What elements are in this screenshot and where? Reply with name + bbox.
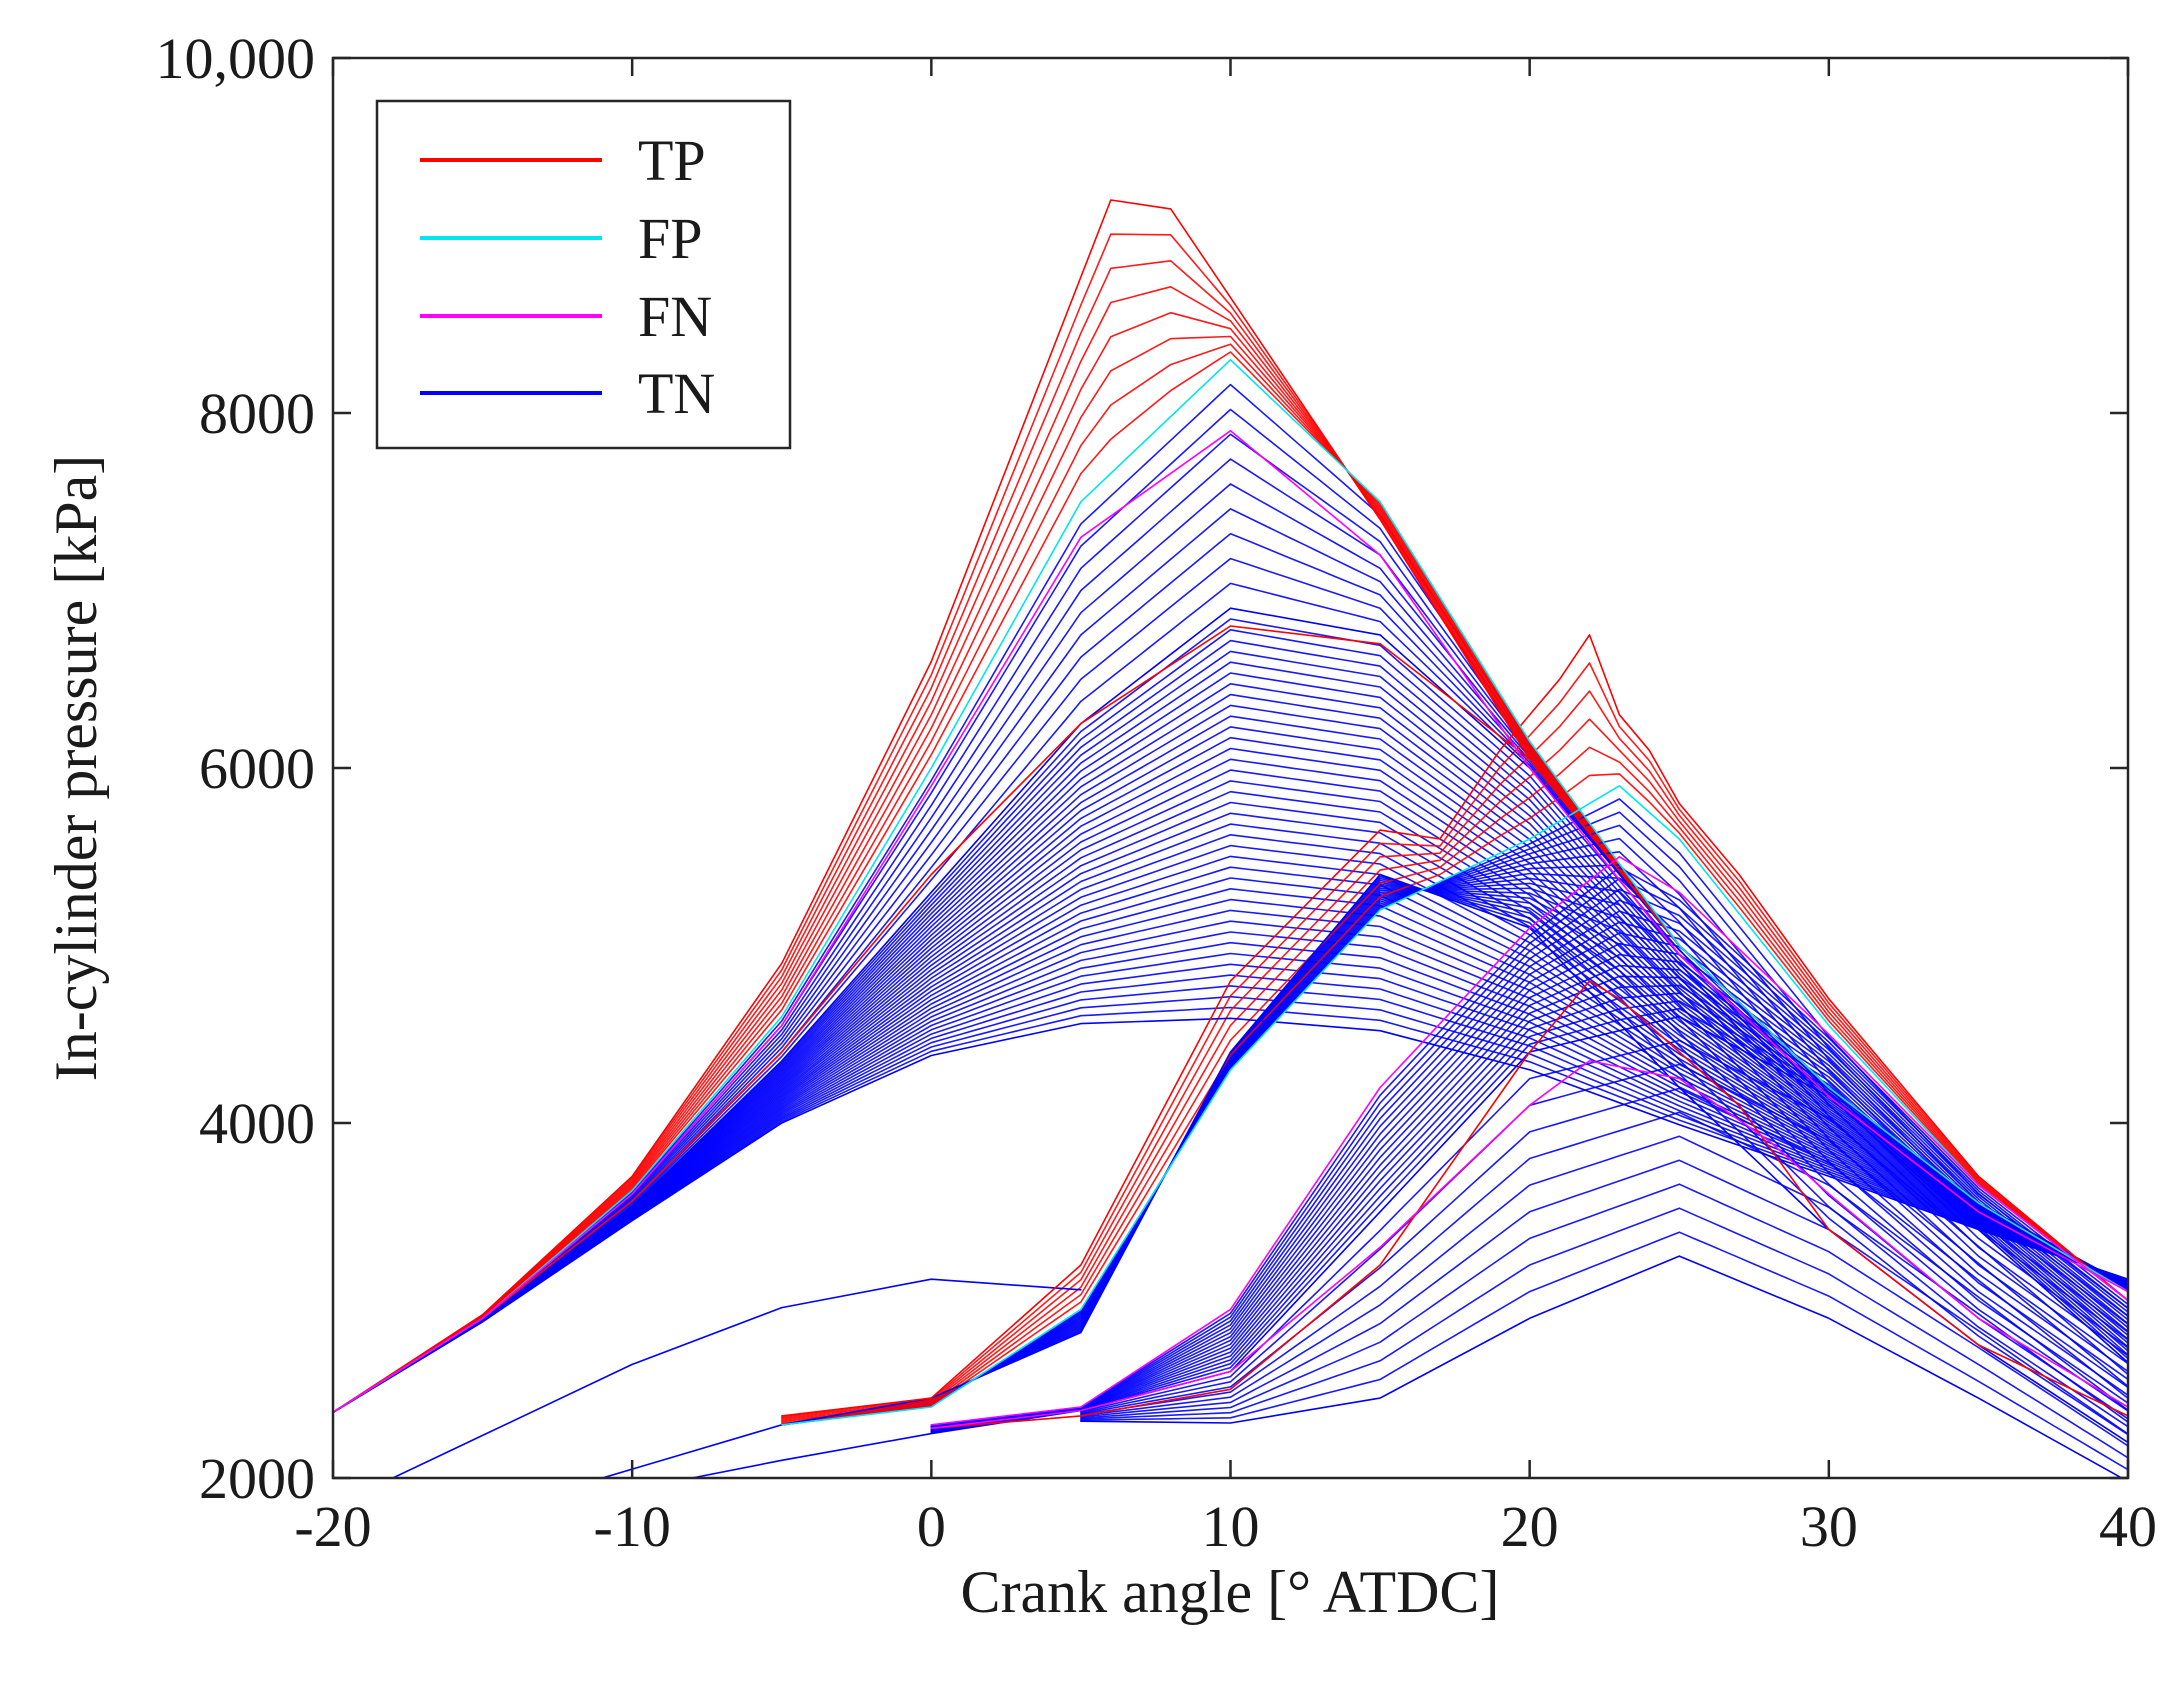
series-line-fp (333, 359, 2128, 1414)
band-curve (930, 866, 2128, 1427)
y-tick-label: 8000 (199, 381, 315, 446)
band-curve (781, 773, 2128, 1425)
band-curve (930, 953, 2128, 1431)
legend: TP FP FN TN (375, 99, 792, 450)
series-line-tp (930, 980, 2128, 1430)
x-tick-label: 40 (2099, 1494, 2157, 1559)
band-curve (1080, 1159, 2128, 1435)
series-line-fn (930, 856, 2128, 1426)
x-tick-label: 30 (1800, 1494, 1858, 1559)
legend-label-tn: TN (638, 361, 715, 426)
band-curve (930, 942, 2128, 1430)
y-axis: 2000 4000 6000 8000 10,000 (156, 26, 2128, 1511)
x-tick-label: -10 (594, 1494, 671, 1559)
band-curve (1080, 1063, 2128, 1414)
band-curve (930, 1007, 2128, 1434)
band-curve (930, 992, 2128, 1433)
band-curve (1080, 1087, 2128, 1415)
band-curve (1080, 1207, 2128, 1459)
band-curve (930, 1000, 2128, 1434)
band-curve (781, 690, 2128, 1420)
x-axis: -20 -10 0 10 20 30 40 (294, 58, 2157, 1559)
legend-label-fn: FN (638, 284, 712, 349)
band-curve (1080, 1039, 2128, 1413)
series-line-fn (333, 430, 2128, 1414)
x-tick-label: 10 (1202, 1494, 1260, 1559)
series-line-fn (930, 1060, 2128, 1430)
band-curve (930, 932, 2128, 1430)
y-axis-title: In-cylinder pressure [kPa] (43, 455, 109, 1081)
x-tick-label: 20 (1501, 1494, 1559, 1559)
series-line-tn (691, 1015, 2128, 1478)
series-line-tn (1080, 1255, 2124, 1478)
band-curve (781, 662, 2128, 1419)
band-curve (930, 888, 2128, 1428)
y-tick-label: 6000 (199, 736, 315, 801)
series-line-tn (333, 1017, 2128, 1414)
band-curve (930, 964, 2128, 1432)
series-line-fp (781, 785, 2128, 1426)
band-curve (1080, 1183, 2128, 1447)
band-curve (1080, 1135, 2128, 1423)
band-curve (930, 921, 2128, 1429)
x-axis-title: Crank angle [° ATDC] (961, 1559, 1500, 1625)
band-curve (930, 975, 2128, 1432)
band-curve (930, 899, 2128, 1428)
band-curve (781, 746, 2128, 1423)
band-curve (930, 877, 2128, 1427)
x-tick-label: 0 (917, 1494, 946, 1559)
y-tick-label: 2000 (199, 1446, 315, 1511)
band-curve (1080, 1111, 2128, 1416)
x-tick-label: -20 (294, 1494, 371, 1559)
series-line-tn (392, 1278, 1082, 1478)
y-tick-label: 4000 (199, 1091, 315, 1156)
band-curve (1080, 1231, 2128, 1471)
band-curve (930, 910, 2128, 1429)
legend-label-tp: TP (638, 128, 706, 193)
series-line-tp (781, 634, 2128, 1417)
band-curve (781, 718, 2128, 1422)
y-tick-label: 10,000 (156, 26, 316, 91)
series-lines (333, 199, 2128, 1478)
legend-entries: TP FP FN TN (420, 128, 715, 426)
legend-box (375, 99, 792, 450)
legend-label-fp: FP (638, 206, 703, 271)
